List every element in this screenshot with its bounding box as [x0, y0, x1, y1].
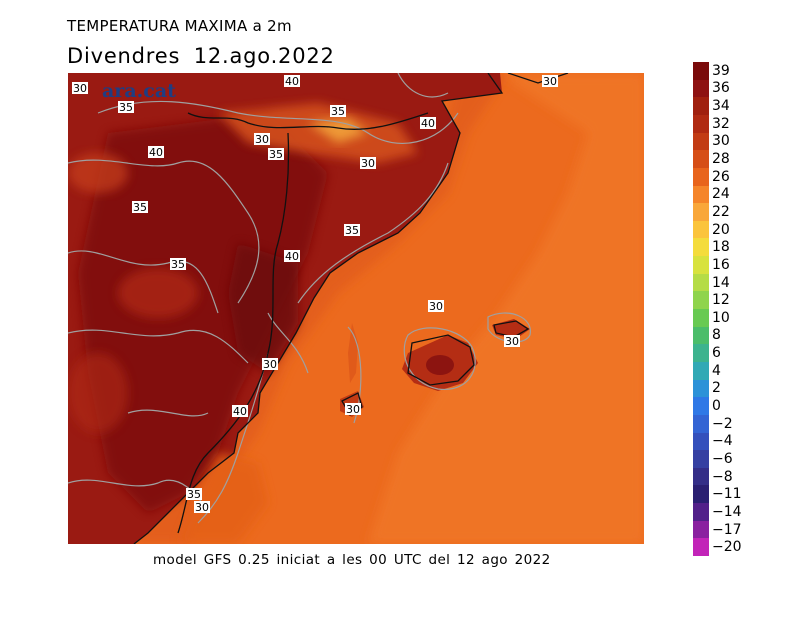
colorbar-swatch [693, 132, 709, 151]
colorbar-swatch [693, 291, 709, 310]
svg-text:30: 30 [361, 157, 375, 170]
colorbar-swatch [693, 203, 709, 222]
colorbar-swatch [693, 450, 709, 469]
svg-text:35: 35 [269, 148, 283, 161]
colorbar-swatch [693, 273, 709, 292]
svg-text:35: 35 [345, 224, 359, 237]
colorbar-swatch [693, 79, 709, 98]
colorbar-label: 0 [712, 398, 721, 415]
colorbar-swatch [693, 114, 709, 134]
colorbar-label: 14 [712, 274, 730, 291]
colorbar-swatch [693, 238, 709, 257]
colorbar-swatch [693, 397, 709, 416]
colorbar-label: 22 [712, 203, 730, 220]
colorbar-swatch [693, 538, 709, 557]
colorbar-swatch [693, 432, 709, 451]
brand-logo: ara.cat [102, 80, 176, 102]
colorbar-label: 12 [712, 292, 730, 309]
colorbar-swatch [693, 185, 709, 204]
colorbar-label: 16 [712, 256, 730, 273]
colorbar-label: −11 [712, 486, 742, 503]
colorbar-label: −20 [712, 539, 742, 556]
colorbar-swatch [693, 150, 709, 169]
svg-text:40: 40 [149, 146, 163, 159]
colorbar-label: −14 [712, 503, 742, 520]
colorbar-label: 28 [712, 151, 730, 168]
svg-text:30: 30 [263, 358, 277, 371]
colorbar-swatch [693, 220, 709, 239]
contour-labels: 30 40 30 35 35 40 30 35 40 30 35 35 35 4… [72, 75, 558, 514]
colorbar-label: −8 [712, 468, 733, 485]
colorbar-swatch [693, 414, 709, 433]
svg-text:40: 40 [285, 75, 299, 88]
svg-text:35: 35 [331, 105, 345, 118]
colorbar-swatch [693, 467, 709, 486]
colorbar-label: 6 [712, 345, 721, 362]
colorbar-label: −4 [712, 433, 733, 450]
colorbar-swatch [693, 326, 709, 345]
svg-text:35: 35 [119, 101, 133, 114]
svg-text:40: 40 [421, 117, 435, 130]
colorbar-label: −17 [712, 521, 742, 538]
colorbar-label: 34 [712, 98, 730, 115]
colorbar-label: 20 [712, 221, 730, 238]
svg-text:30: 30 [346, 403, 360, 416]
colorbar-swatch [693, 520, 709, 539]
svg-text:30: 30 [505, 335, 519, 348]
svg-text:30: 30 [255, 133, 269, 146]
colorbar-swatch [693, 167, 709, 186]
colorbar-label: 24 [712, 186, 730, 203]
colorbar-label: 8 [712, 327, 721, 344]
colorbar [693, 62, 709, 557]
colorbar-swatch [693, 485, 709, 504]
svg-text:40: 40 [285, 250, 299, 263]
svg-text:30: 30 [429, 300, 443, 313]
colorbar-label: 18 [712, 239, 730, 256]
colorbar-label: 32 [712, 115, 730, 132]
svg-text:35: 35 [187, 488, 201, 501]
colorbar-label: −6 [712, 450, 733, 467]
colorbar-swatch [693, 344, 709, 363]
colorbar-swatch [693, 309, 709, 328]
svg-text:30: 30 [543, 75, 557, 88]
svg-text:40: 40 [233, 405, 247, 418]
temperature-map: ara.cat 30 40 30 35 35 40 30 35 40 30 35… [68, 73, 644, 544]
colorbar-labels: 39 36 34 32 30 28 26 24 22 20 18 16 14 12 10 8 6 4 2 0 −2 −4−… [712, 62, 772, 556]
colorbar-label: 30 [712, 133, 730, 150]
forecast-date: Divendres 12.ago.2022 [67, 44, 335, 68]
svg-text:35: 35 [133, 201, 147, 214]
colorbar-swatch [693, 503, 709, 522]
colorbar-swatch [693, 379, 709, 398]
colorbar-label: 39 [712, 62, 730, 79]
svg-text:35: 35 [171, 258, 185, 271]
svg-text:30: 30 [73, 82, 87, 95]
colorbar-label: 36 [712, 80, 730, 97]
colorbar-swatch [693, 62, 709, 81]
map-title: TEMPERATURA MAXIMA a 2m [67, 17, 292, 35]
colorbar-swatch [693, 97, 709, 116]
svg-text:30: 30 [195, 501, 209, 514]
model-run-info: model GFS 0.25 iniciat a les 00 UTC del … [153, 552, 551, 568]
colorbar-label: 10 [712, 309, 730, 326]
colorbar-swatch [693, 256, 709, 275]
colorbar-label: 26 [712, 168, 730, 185]
colorbar-swatch [693, 361, 709, 381]
colorbar-label: −2 [712, 415, 733, 432]
colorbar-label: 2 [712, 380, 721, 397]
colorbar-label: 4 [712, 362, 721, 379]
